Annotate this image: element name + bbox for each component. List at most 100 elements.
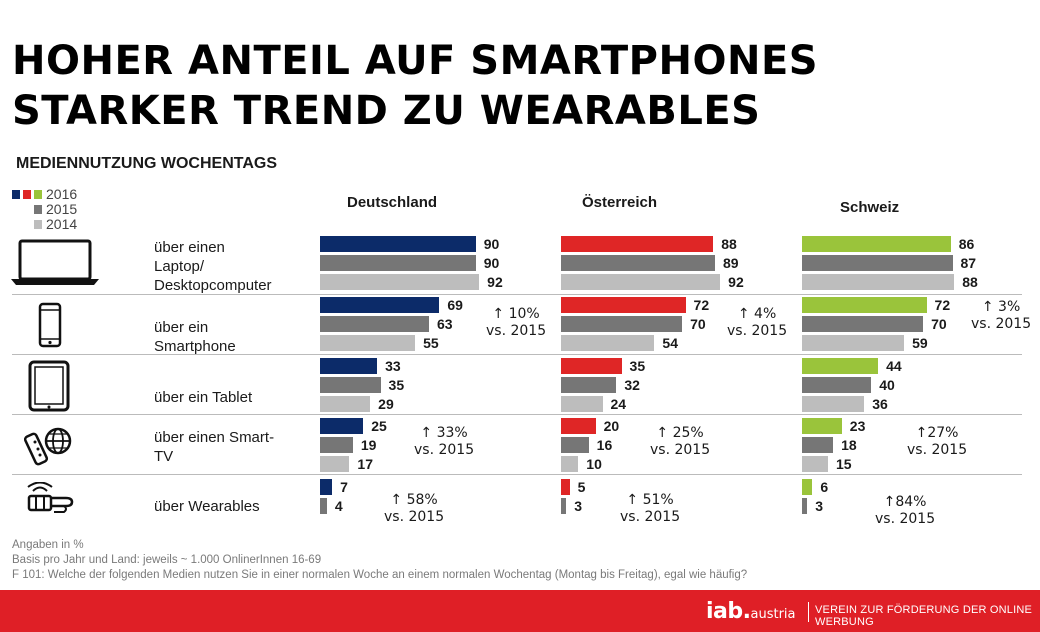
- title-line-2: STARKER TREND ZU WEARABLES: [12, 88, 761, 134]
- category-label-line: über ein Tablet: [154, 389, 253, 406]
- trend-annotation-line: ↑ 51%: [626, 492, 674, 508]
- legend-swatch-de: [12, 190, 20, 199]
- footer-bar: iab.austria VEREIN ZUR FÖRDERUNG DER ONL…: [0, 590, 1040, 632]
- bar-schweiz-2015: [802, 316, 924, 332]
- bar-sterreich-2015: [561, 377, 617, 393]
- bar-schweiz-2015: [802, 255, 953, 271]
- category-label-line: über ein: [154, 319, 209, 336]
- bar-value-label: 63: [436, 316, 453, 332]
- trend-annotation-line: ↑ 10%: [492, 306, 540, 322]
- bar-value-label: 33: [385, 358, 401, 374]
- bar-value-label: 25: [371, 418, 387, 434]
- bar-value-label: 15: [835, 456, 852, 472]
- category-label-line: Laptop/: [154, 258, 205, 275]
- bar-value-label: 19: [360, 437, 377, 453]
- bar-value-label: 59: [912, 335, 928, 351]
- bar-schweiz-2016: [802, 236, 951, 252]
- bar-value-label: 32: [624, 377, 640, 393]
- bar-sterreich-2015: [561, 316, 683, 332]
- logo-sub: austria: [750, 607, 796, 622]
- trend-annotation-line: vs. 2015: [875, 511, 936, 527]
- trend-annotation: ↑84% vs. 2015: [875, 494, 935, 528]
- bar-value-label: 72: [934, 297, 951, 313]
- trend-annotation: ↑ 58% vs. 2015: [384, 492, 444, 526]
- trend-annotation-line: vs. 2015: [971, 316, 1032, 332]
- footnote-line: Angaben in %: [12, 539, 84, 551]
- bar-deutschland-2014: [320, 396, 371, 412]
- bar-value-label: 18: [841, 437, 857, 453]
- trend-annotation: ↑27% vs. 2015: [907, 425, 967, 459]
- category-label: über einen Laptop/Desktopcomputer: [154, 238, 272, 295]
- bar-value-label: 40: [879, 377, 895, 393]
- legend-label: 2016: [46, 186, 78, 202]
- trend-annotation-line: ↑ 4%: [737, 306, 777, 322]
- bar-sterreich-2016: [561, 358, 622, 374]
- trend-annotation-line: ↑ 58%: [390, 492, 438, 508]
- column-header-deutschland: Deutschland: [347, 194, 438, 211]
- bar-value-label: 89: [722, 255, 739, 271]
- bar-deutschland-2014: [320, 456, 350, 472]
- bar-value-label: 23: [849, 418, 866, 434]
- bar-deutschland-2015: [320, 255, 476, 271]
- footer-separator: [808, 602, 809, 622]
- bar-value-label: 17: [357, 456, 373, 472]
- bar-deutschland-2015: [320, 377, 381, 393]
- bar-sterreich-2016: [561, 297, 686, 313]
- bar-schweiz-2014: [802, 274, 955, 290]
- bar-schweiz-2014: [802, 396, 865, 412]
- trend-annotation: ↑ 33% vs. 2015: [414, 425, 474, 459]
- trend-annotation-line: ↑ 3%: [981, 299, 1021, 315]
- bar-deutschland-2015: [320, 316, 429, 332]
- bar-value-label: 7: [340, 479, 348, 495]
- trend-annotation-line: vs. 2015: [620, 509, 681, 525]
- trend-annotation: ↑ 25% vs. 2015: [650, 425, 710, 459]
- column-header-oesterreich: Österreich: [582, 194, 658, 211]
- bar-value-label: 10: [586, 456, 602, 472]
- row-divider: [12, 474, 1022, 475]
- bar-schweiz-2016: [802, 358, 879, 374]
- bar-sterreich-2016: [561, 236, 714, 252]
- bar-value-label: 88: [962, 274, 978, 290]
- bar-sterreich-2016: [561, 479, 570, 495]
- bar-schweiz-2014: [802, 335, 905, 351]
- bar-sterreich-2014: [561, 335, 655, 351]
- bar-value-label: 92: [728, 274, 744, 290]
- trend-annotation: ↑ 3% vs. 2015: [971, 299, 1031, 333]
- trend-annotation-line: ↑27%: [915, 425, 959, 441]
- bar-schweiz-2015: [802, 377, 872, 393]
- category-label-line: Desktopcomputer: [154, 277, 272, 294]
- bar-value-label: 3: [815, 498, 823, 514]
- logo-main: iab.: [706, 599, 751, 624]
- category-label: über Wearables: [154, 497, 260, 516]
- bar-sterreich-2015: [561, 255, 715, 271]
- bar-deutschland-2016: [320, 297, 440, 313]
- category-label: über ein Smartphone: [154, 318, 236, 356]
- bar-value-label: 35: [629, 358, 646, 374]
- bar-value-label: 16: [596, 437, 613, 453]
- bar-schweiz-2016: [802, 418, 842, 434]
- bar-sterreich-2015: [561, 498, 567, 514]
- trend-annotation-line: ↑ 33%: [420, 425, 468, 441]
- trend-annotation-line: ↑ 25%: [656, 425, 704, 441]
- legend-swatch-at: [23, 190, 31, 199]
- bar-deutschland-2016: [320, 236, 476, 252]
- trend-annotation: ↑ 51% vs. 2015: [620, 492, 680, 526]
- bar-value-label: 87: [960, 255, 977, 271]
- legend-swatch-ch: [34, 190, 42, 199]
- row-divider: [12, 294, 1022, 295]
- footer-tagline: VEREIN ZUR FÖRDERUNG DER ONLINE WERBUNG: [815, 604, 1033, 628]
- title-line-1: HOHER ANTEIL AUF SMARTPHONES: [12, 38, 819, 84]
- bar-value-label: 54: [662, 335, 678, 351]
- bar-schweiz-2015: [802, 498, 808, 514]
- bar-value-label: 90: [483, 236, 500, 252]
- bar-value-label: 4: [334, 498, 343, 514]
- trend-annotation-line: ↑84%: [883, 494, 927, 510]
- trend-annotation-line: vs. 2015: [414, 442, 475, 458]
- chart-subtitle: MEDIENNUTZUNG WOCHENTAGS: [16, 155, 278, 172]
- category-label-line: TV: [154, 448, 174, 465]
- bar-value-label: 35: [388, 377, 405, 393]
- iab-austria-logo[interactable]: iab.austria: [706, 599, 796, 624]
- bar-deutschland-2015: [320, 498, 327, 514]
- bar-value-label: 44: [886, 358, 902, 374]
- category-label-line: über einen Smart-: [154, 429, 275, 446]
